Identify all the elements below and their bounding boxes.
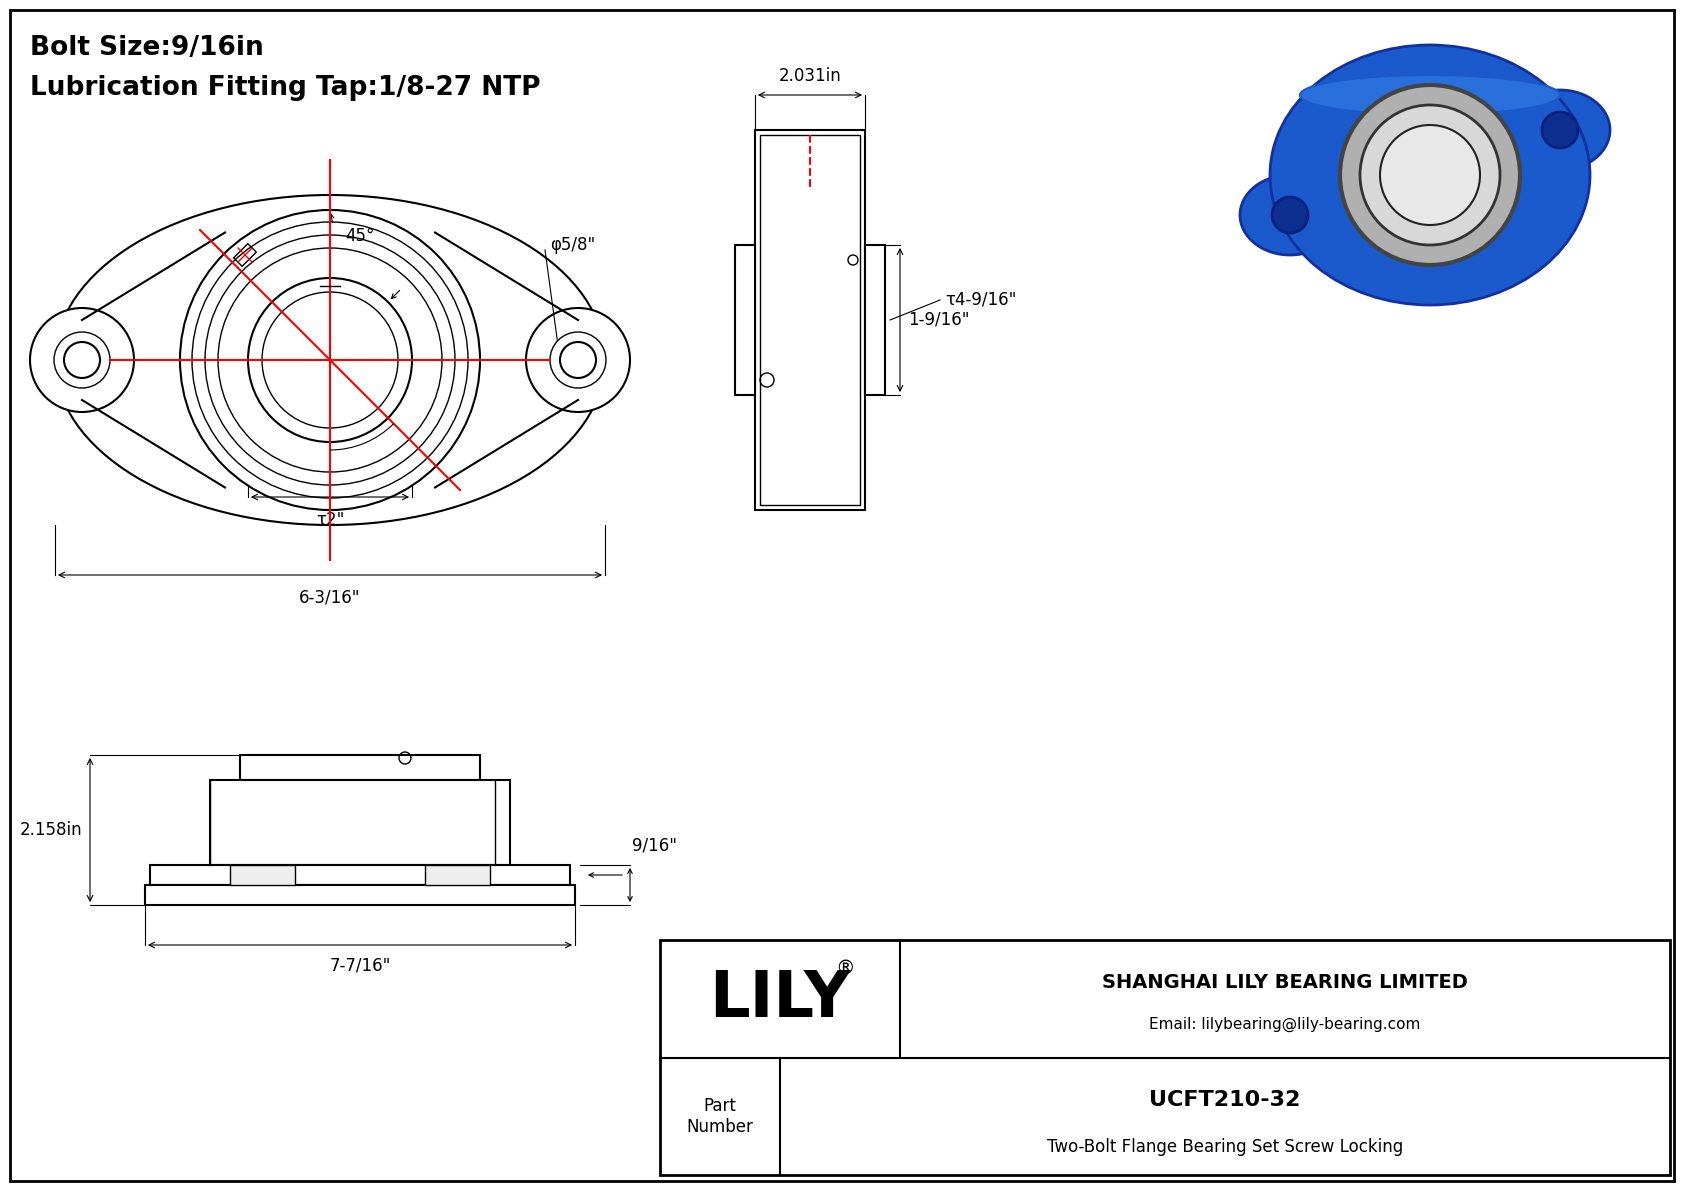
Bar <box>231 865 295 885</box>
Circle shape <box>248 278 413 442</box>
Text: 6-3/16": 6-3/16" <box>300 590 360 607</box>
Circle shape <box>1271 197 1308 233</box>
Text: Lubrication Fitting Tap:1/8-27 NTP: Lubrication Fitting Tap:1/8-27 NTP <box>30 75 541 101</box>
Circle shape <box>551 332 606 388</box>
Bar <box>759 135 861 505</box>
Circle shape <box>1379 125 1480 225</box>
Circle shape <box>1543 112 1578 148</box>
Bar <box>145 885 574 905</box>
Text: φ5/8": φ5/8" <box>551 236 594 254</box>
Text: Bolt Size:9/16in: Bolt Size:9/16in <box>30 35 264 61</box>
Ellipse shape <box>1239 175 1340 255</box>
Text: Email: lilybearing@lily-bearing.com: Email: lilybearing@lily-bearing.com <box>1148 1017 1421 1033</box>
Circle shape <box>30 308 135 412</box>
Text: τ4-9/16": τ4-9/16" <box>945 291 1017 308</box>
Circle shape <box>64 342 99 378</box>
Text: LILY: LILY <box>709 968 850 1030</box>
Circle shape <box>561 342 596 378</box>
Text: Two-Bolt Flange Bearing Set Screw Locking: Two-Bolt Flange Bearing Set Screw Lockin… <box>1047 1137 1403 1155</box>
Text: 7-7/16": 7-7/16" <box>330 958 391 975</box>
Text: τ2": τ2" <box>317 511 344 529</box>
Ellipse shape <box>1270 45 1590 305</box>
Bar <box>210 780 510 865</box>
Text: 2.031in: 2.031in <box>778 67 842 85</box>
Ellipse shape <box>56 195 605 525</box>
Ellipse shape <box>1300 75 1559 116</box>
Text: 2.158in: 2.158in <box>20 821 83 838</box>
Text: ®: ® <box>835 959 855 978</box>
Bar <box>754 130 866 510</box>
Text: Part
Number: Part Number <box>687 1097 753 1136</box>
Text: 45°: 45° <box>345 227 374 245</box>
Text: 9/16": 9/16" <box>632 837 677 855</box>
Ellipse shape <box>1511 91 1610 170</box>
Circle shape <box>54 332 109 388</box>
Bar <box>866 245 886 395</box>
Bar <box>734 245 754 395</box>
Bar <box>241 755 480 780</box>
Circle shape <box>525 308 630 412</box>
Bar <box>660 940 1671 1176</box>
Text: UCFT210-32: UCFT210-32 <box>1148 1090 1300 1110</box>
Bar <box>424 865 490 885</box>
Circle shape <box>1340 85 1521 266</box>
Circle shape <box>180 210 480 510</box>
Circle shape <box>1361 105 1500 245</box>
Bar <box>150 865 569 885</box>
Text: SHANGHAI LILY BEARING LIMITED: SHANGHAI LILY BEARING LIMITED <box>1101 973 1468 992</box>
Text: 1-9/16": 1-9/16" <box>908 311 970 329</box>
